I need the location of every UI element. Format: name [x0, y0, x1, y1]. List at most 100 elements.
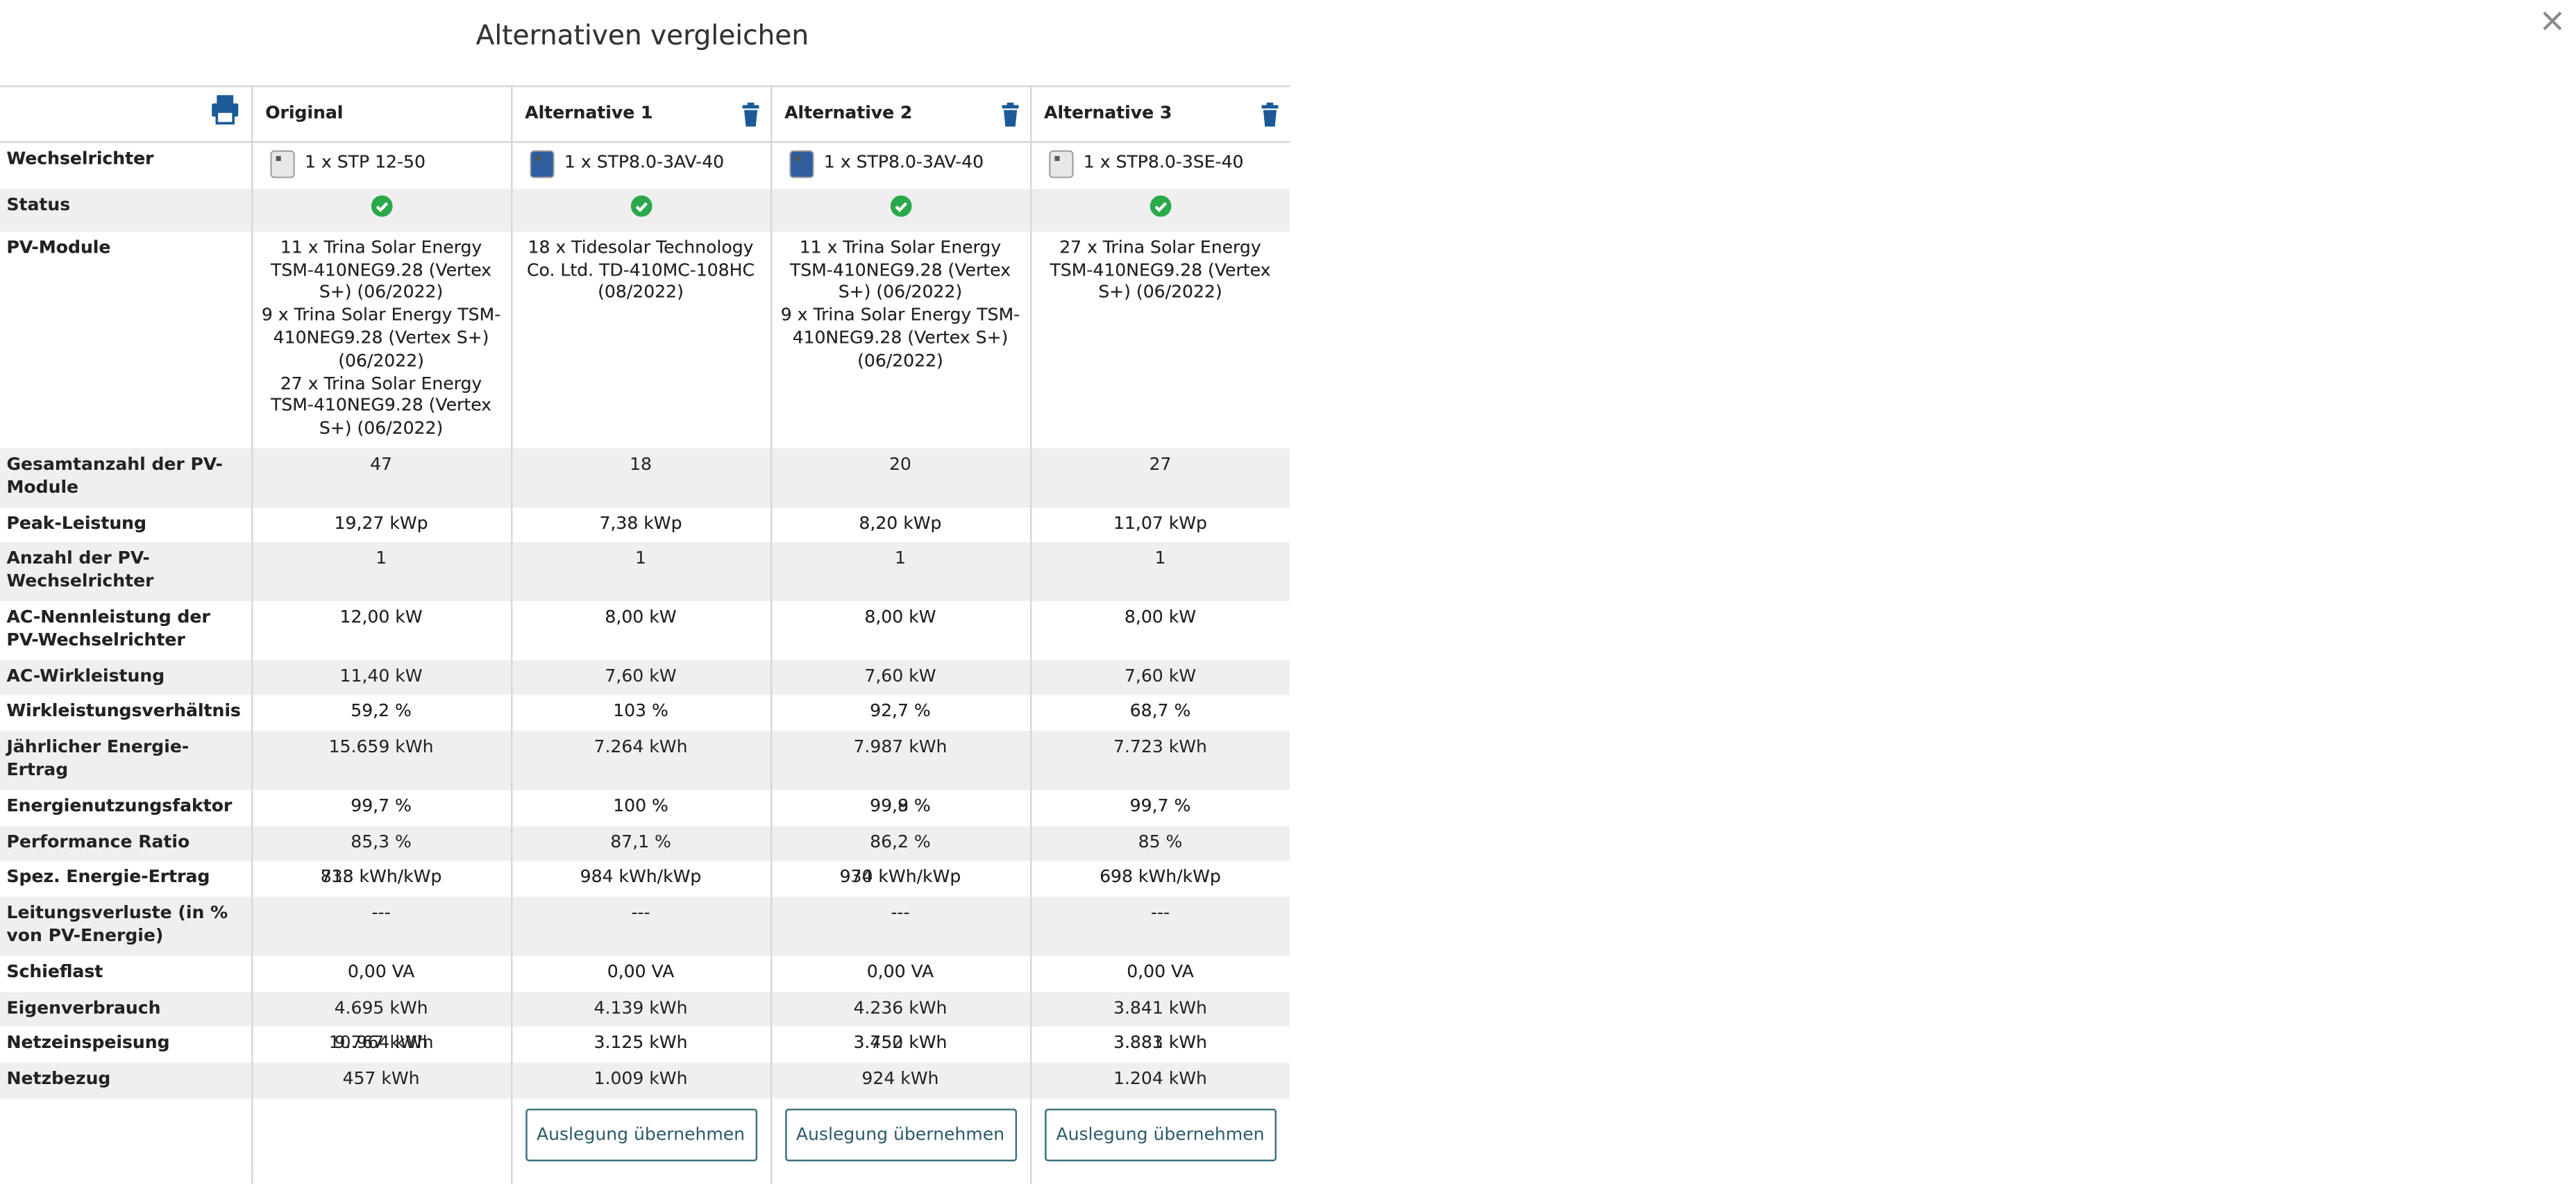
value: 0,00 VA [866, 962, 934, 982]
row-label: Eigenverbrauch [0, 991, 252, 1027]
row-label: Wirkleistungsverhältnis [6, 702, 241, 722]
value: --- [891, 903, 910, 924]
cell: 7.264 kWh [510, 731, 771, 790]
cell: 1 [1029, 542, 1290, 602]
value: 1 [635, 549, 647, 569]
cell: 18 [510, 448, 771, 507]
inverter-icon [1048, 150, 1073, 178]
value: 7,60 kW [1124, 666, 1197, 686]
data-row: Leitungsverluste (in % von PV-Energie) --… [0, 897, 1290, 956]
value: 12,00 kW [339, 607, 423, 627]
cell: 3.841 kWh [1029, 991, 1290, 1027]
apply-button[interactable]: Auslegung übernehmen [1044, 1109, 1277, 1162]
cell: 68,7 % [1029, 695, 1290, 731]
cell: --- [1029, 897, 1290, 956]
cell: 7,60 kW [769, 659, 1030, 695]
inverter: 1 x STP8.0-3AV-40 [778, 149, 1023, 179]
close-button[interactable]: × [2539, 0, 2566, 40]
row-label: Energienutzungsfaktor [6, 796, 233, 816]
cell: 87,1 % [510, 825, 771, 861]
delete-icon[interactable] [1257, 101, 1283, 128]
value: 7,60 kW [605, 666, 677, 686]
print-icon[interactable] [208, 94, 240, 126]
cell: 0,00 VA [1029, 955, 1290, 992]
module-entry: 27 x Trina Solar Energy TSM-410NEG9.28 (… [1050, 237, 1271, 303]
value: 0,00 VA [607, 962, 675, 982]
column-name: Alternative 2 [784, 103, 913, 123]
row-label: AC-Nennleistung der PV-Wechselrichter [6, 607, 210, 650]
value: 1.204 kWh [1113, 1069, 1207, 1090]
status-ok [370, 195, 392, 217]
module-entry: 18 x Tidesolar Technology Co. Ltd. TD-41… [527, 237, 755, 303]
inverter: 1 x STP8.0-3AV-40 [519, 149, 764, 179]
value: 4.236 kWh [853, 997, 948, 1018]
data-row: Wechselrichter 1 x STP 12-50 1 x STP8.0-3A… [0, 142, 1290, 189]
header-cell: Alternative 2 [769, 85, 1030, 143]
data-row: PV-Module 11 x Trina Solar Energy TSM-410… [0, 231, 1290, 449]
value: 20 [889, 455, 911, 475]
row-label: Spez. Energie-Ertrag [6, 868, 210, 888]
value: 1.009 kWh [594, 1069, 688, 1090]
row-label: AC-Wirkleistung [0, 659, 252, 695]
status-ok [889, 195, 911, 217]
panel-title: Alternativen vergleichen [475, 19, 809, 51]
value: 18 [630, 455, 652, 475]
cell: 99,8 % [769, 789, 1030, 826]
value: 698 kWh/kWp [1100, 868, 1221, 888]
cell: 4.139 kWh [510, 991, 771, 1027]
data-row: Gesamtanzahl der PV-Module 47 18 20 27 [0, 448, 1290, 507]
cell [510, 189, 771, 232]
cell: 86,2 % [769, 825, 1030, 861]
data-row: Performance Ratio 85,3 % 87,1 % 86,2 % 85 % [0, 825, 1290, 861]
cell [0, 1099, 251, 1173]
column-name: Alternative 3 [1044, 103, 1172, 123]
delete-icon[interactable] [736, 101, 763, 128]
column-name: Original [265, 103, 344, 123]
header-cell: Alternative 1 [510, 85, 771, 143]
row-label: Peak-Leistung [6, 513, 147, 534]
row-label: Peak-Leistung [6, 513, 147, 534]
cell: 11,07 kWp [1029, 507, 1290, 543]
cell [0, 1173, 251, 1184]
value: 3.841 kWh [1113, 997, 1207, 1018]
value: 7.264 kWh [594, 737, 688, 758]
delete-icon[interactable] [996, 101, 1022, 128]
row-label: Status [0, 189, 252, 232]
row-label: Anzahl der PV-Wechselrichter [0, 542, 252, 602]
module-entry: 9 x Trina Solar Energy TSM-410NEG9.28 (V… [780, 305, 1020, 371]
cell [250, 1172, 512, 1184]
apply-button[interactable]: Auslegung übernehmen [525, 1109, 757, 1162]
inverter-icon [789, 150, 814, 178]
row-label: Netzbezug [0, 1063, 252, 1099]
apply-button[interactable]: Auslegung übernehmen [784, 1109, 1016, 1162]
column-name: Alternative 1 [525, 103, 653, 123]
header-cell: Original [250, 85, 512, 143]
cell: 27 x Trina Solar Energy TSM-410NEG9.28 (… [1029, 231, 1290, 449]
row-label: PV-Module [6, 237, 111, 258]
value: 8,20 kWp [859, 513, 942, 534]
cell: 7,60 kW [510, 659, 771, 695]
cell: 11 x Trina Solar Energy TSM-410NEG9.28 (… [769, 231, 1030, 449]
value: 984 kWh/kWp [580, 868, 702, 888]
header: Alternative 2 [784, 101, 1022, 128]
inverter-icon [269, 150, 294, 178]
row-label: Leitungsverluste (in % von PV-Energie) [0, 897, 252, 956]
value: 15.659 kWh [328, 737, 434, 758]
value: 8,00 kW [864, 607, 936, 627]
cell: 0,00 VA [769, 955, 1030, 992]
cell: 19,27 kWp [250, 507, 512, 543]
cell [250, 189, 512, 232]
value: 1 [1154, 549, 1166, 569]
cell [510, 1172, 771, 1184]
row-label: Schieflast [6, 962, 103, 982]
header-cell [0, 85, 252, 143]
cell: 85 % [1029, 825, 1290, 861]
spacer-row [0, 1172, 1290, 1184]
data-row: Anzahl der PV-Wechselrichter 1 1 1 1 [0, 542, 1290, 602]
value: 7.987 kWh [853, 737, 948, 758]
close-button[interactable]: × [2539, 0, 2566, 40]
cell: 974 kWh/kWp [769, 861, 1030, 897]
module-entry: 11 x Trina Solar Energy TSM-410NEG9.28 (… [789, 237, 1011, 303]
cell: --- [769, 897, 1030, 956]
